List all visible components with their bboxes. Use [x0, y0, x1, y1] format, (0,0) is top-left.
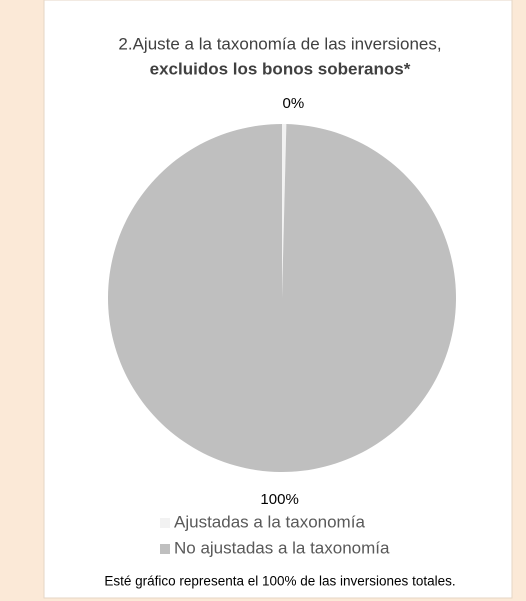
legend-swatch: [160, 544, 170, 554]
chart-title: excluidos los bonos soberanos*: [150, 59, 411, 78]
legend-label: Ajustadas a la taxonomía: [174, 512, 365, 531]
data-label: 100%: [260, 491, 298, 508]
pie-slice: [107, 124, 456, 472]
legend-label: No ajustadas a la taxonomía: [174, 538, 390, 557]
footnote: Esté gráfico representa el 100% de las i…: [104, 574, 455, 589]
legend-swatch: [160, 518, 170, 528]
pie-slice: [282, 124, 287, 298]
chart-title: 2.Ajuste a la taxonomía de las inversion…: [118, 34, 441, 53]
data-label: 0%: [283, 95, 305, 112]
